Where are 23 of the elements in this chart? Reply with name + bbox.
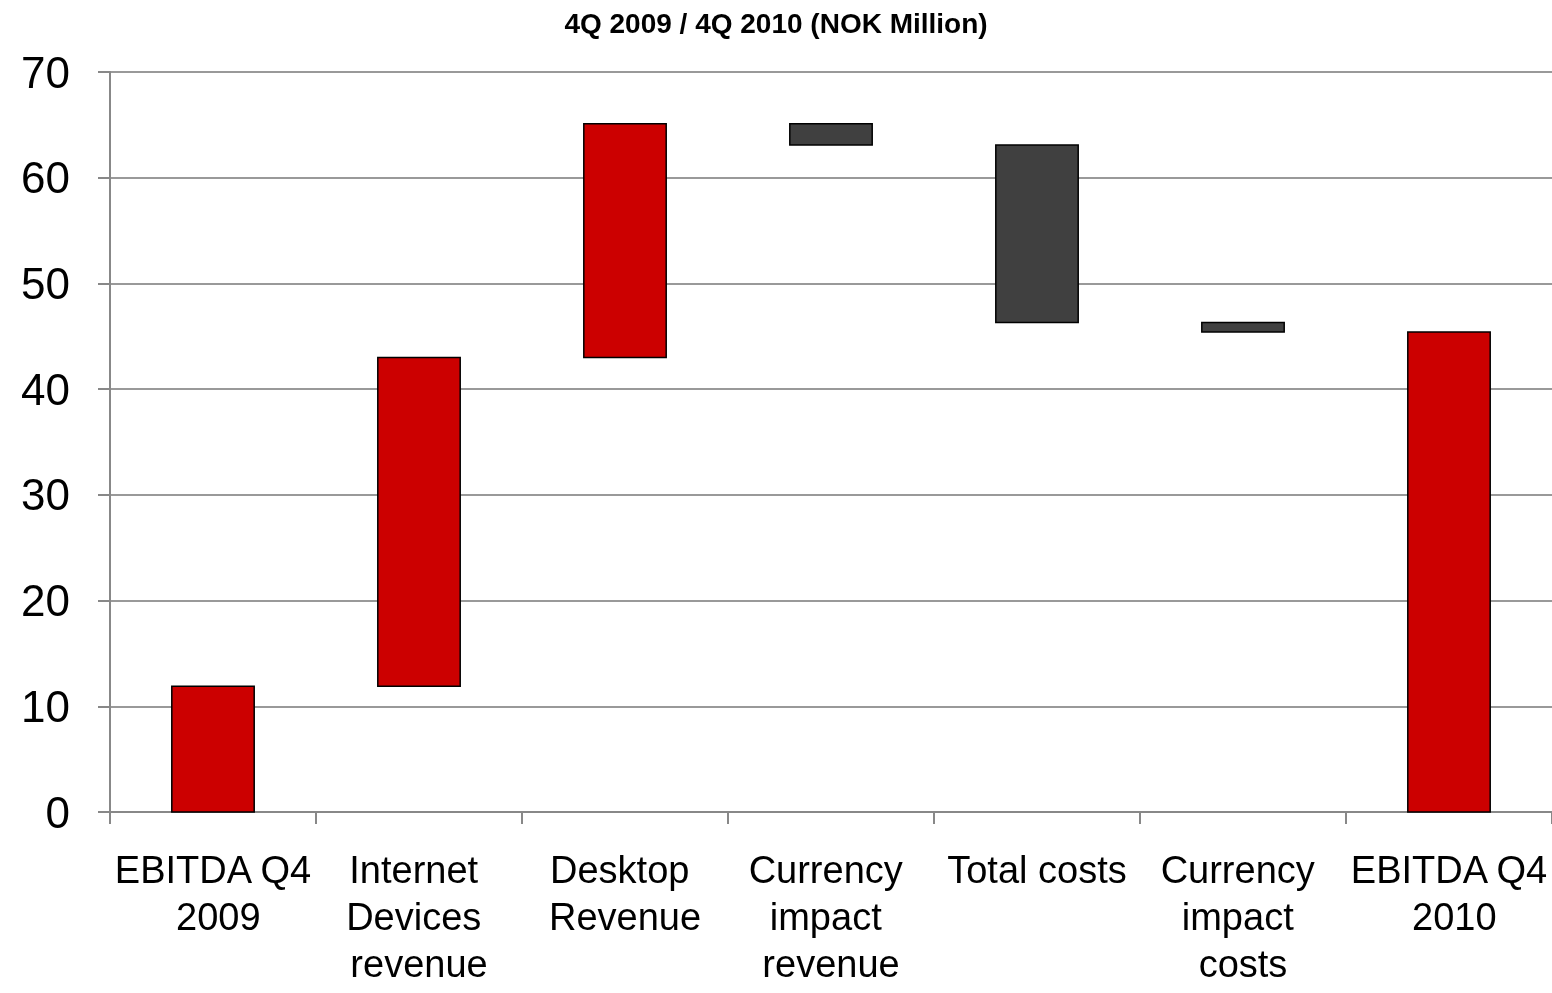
bar [995,144,1079,324]
x-tick-label: Currency impact revenue [748,848,914,985]
chart-title: 4Q 2009 / 4Q 2010 (NOK Million) [564,7,988,39]
y-tick-label: 60 [21,153,70,203]
y-tick-label: 50 [21,258,70,308]
y-tick-label: 0 [45,787,70,837]
y-tick-label: 70 [21,47,70,97]
y-tick-label: 10 [21,681,70,731]
x-tick-label: EBITDA Q4 2009 [114,848,312,938]
bar [583,123,667,359]
y-tick-label: 30 [21,470,70,520]
bar [1407,331,1491,813]
y-tick-label: 20 [21,576,70,626]
bar [171,685,255,813]
bar [377,356,461,687]
x-tick-label: Currency impact costs [1160,848,1326,985]
x-tick-label: Internet Devices revenue [346,848,492,985]
x-tick-label: Total costs [947,848,1127,891]
x-tick-label: Desktop Revenue [548,848,702,938]
bar [789,123,873,146]
bar [1201,321,1285,333]
x-tick-label: EBITDA Q4 2010 [1350,848,1548,938]
y-tick-label: 40 [21,364,70,414]
